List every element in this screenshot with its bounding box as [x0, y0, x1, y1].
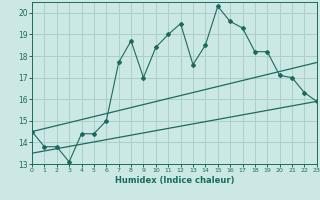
- X-axis label: Humidex (Indice chaleur): Humidex (Indice chaleur): [115, 176, 234, 185]
